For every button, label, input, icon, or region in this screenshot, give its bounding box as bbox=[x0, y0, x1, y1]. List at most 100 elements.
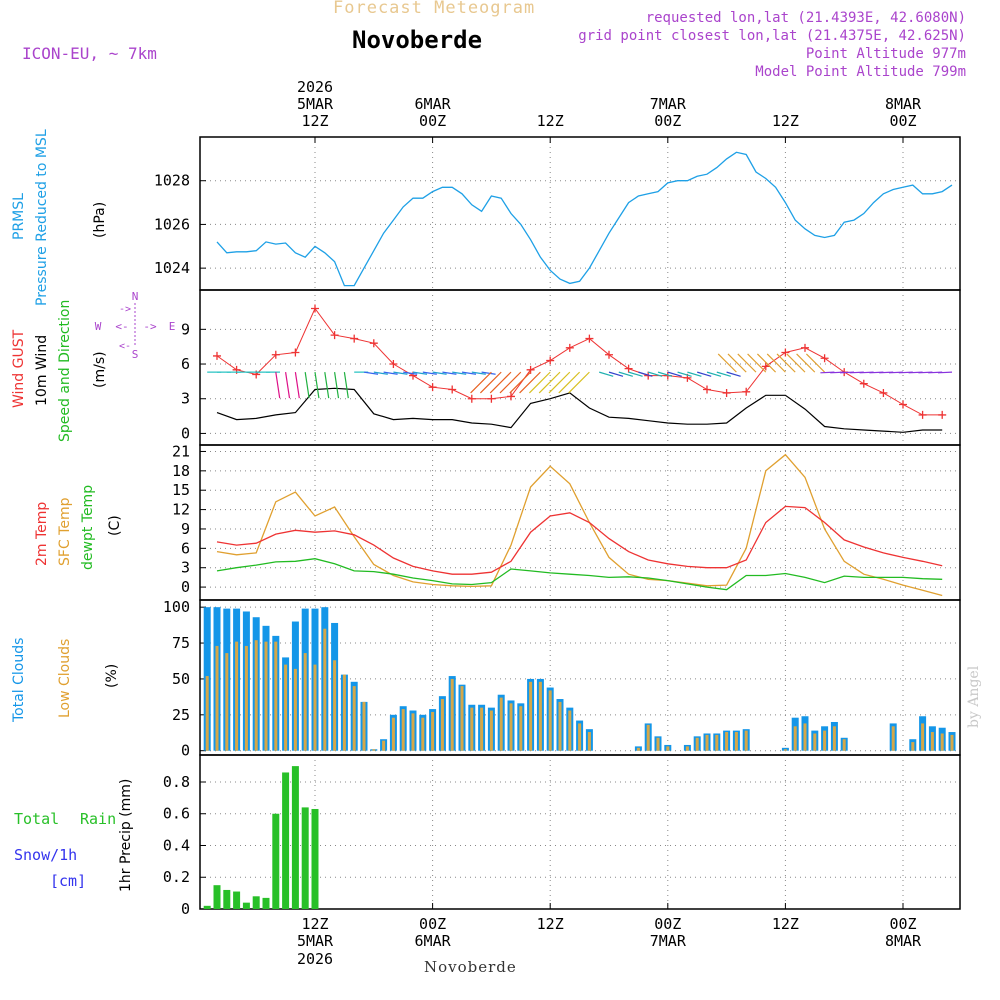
gust-marker bbox=[507, 392, 515, 401]
wind-direction-arrow bbox=[324, 372, 330, 399]
gust-marker bbox=[605, 350, 613, 359]
top-time-label-5: 00Z bbox=[889, 112, 916, 130]
low-cloud-bar bbox=[587, 732, 591, 751]
ytick-label-3-4: 100 bbox=[163, 598, 190, 616]
wind-direction-arrow bbox=[489, 371, 512, 394]
low-cloud-bar bbox=[205, 676, 209, 751]
low-cloud-bar bbox=[823, 730, 827, 751]
low-cloud-bar bbox=[391, 717, 395, 751]
rain-bar bbox=[203, 905, 211, 909]
low-cloud-bar bbox=[303, 653, 307, 751]
wind-direction-arrow bbox=[599, 371, 614, 377]
rain-bar bbox=[223, 889, 231, 909]
ytick-label-2-4: 12 bbox=[172, 501, 190, 519]
wind-direction-arrow bbox=[558, 371, 581, 394]
wind-direction-arrow bbox=[608, 371, 624, 377]
low-cloud-bar bbox=[715, 734, 719, 751]
ytick-label-2-7: 21 bbox=[172, 442, 190, 460]
gust-marker bbox=[938, 410, 947, 419]
ytick-label-4-1: 0.2 bbox=[163, 868, 190, 886]
low-cloud-bar bbox=[470, 707, 474, 751]
ytick-label-0-2: 1028 bbox=[154, 172, 190, 190]
wind-direction-arrow bbox=[285, 372, 291, 399]
snow-unit-label: [cm] bbox=[50, 872, 87, 890]
bottom-time-label-1: 00Z bbox=[419, 915, 446, 933]
wind-direction-arrow bbox=[638, 371, 653, 377]
compass-w: W bbox=[95, 320, 102, 333]
low-cloud-bar bbox=[891, 726, 895, 751]
compass-n: N bbox=[132, 290, 139, 303]
wind-direction-arrow bbox=[509, 371, 532, 394]
low-cloud-bar bbox=[254, 640, 258, 751]
bottom-time-label-3: 00Z bbox=[654, 915, 681, 933]
gust-marker bbox=[624, 364, 633, 373]
wind-direction-arrow bbox=[470, 371, 492, 394]
bottom-time-label-5: 00Z bbox=[889, 915, 916, 933]
wind-direction-arrow bbox=[747, 353, 767, 373]
top-time-label-4: 12Z bbox=[772, 112, 799, 130]
ytick-label-2-5: 15 bbox=[172, 481, 190, 499]
wind-direction-arrow bbox=[717, 353, 737, 373]
wind-direction-arrow bbox=[726, 371, 741, 377]
gust-marker bbox=[389, 360, 398, 369]
panel-frame-4 bbox=[199, 754, 961, 910]
ytick-label-1-0: 0 bbox=[181, 424, 190, 442]
compass-arrow-e: -> bbox=[143, 320, 157, 333]
wind-direction-arrow bbox=[538, 371, 561, 394]
low-cloud-bar bbox=[930, 732, 934, 751]
compass-arrow-w: <- bbox=[115, 320, 128, 333]
closest-coords: grid point closest lon,lat (21.4375E, 42… bbox=[578, 28, 966, 44]
rain-bar bbox=[213, 885, 221, 909]
wind-direction-arrow bbox=[294, 372, 300, 399]
wind-direction-arrow bbox=[677, 371, 692, 377]
bottom-year-label-0: 2026 bbox=[297, 950, 333, 968]
low-cloud-bar bbox=[666, 746, 670, 751]
low-cloud-bar bbox=[499, 697, 503, 751]
snow-label: Snow/1h bbox=[14, 846, 78, 864]
wind-direction-arrow bbox=[442, 371, 457, 375]
rain-bar bbox=[301, 807, 309, 909]
low-cloud-bar bbox=[519, 706, 523, 751]
wind-direction-arrow bbox=[452, 371, 467, 375]
low-cloud-bar bbox=[646, 724, 650, 751]
rain-bar bbox=[233, 891, 241, 909]
location-title: Novoberde bbox=[352, 26, 483, 54]
low-cloud-bar bbox=[460, 686, 464, 751]
ytick-label-3-1: 25 bbox=[172, 706, 190, 724]
gust-marker bbox=[291, 348, 300, 357]
low-cloud-bar bbox=[725, 732, 729, 751]
gust-marker bbox=[565, 343, 574, 352]
gust-marker bbox=[781, 348, 790, 357]
ytick-label-1-2: 6 bbox=[181, 355, 190, 373]
low-cloud-bar bbox=[656, 737, 660, 751]
low-cloud-bar bbox=[813, 733, 817, 751]
prmsl-line bbox=[216, 151, 953, 287]
low-cloud-bar bbox=[529, 681, 533, 751]
compass-s: S bbox=[132, 348, 139, 361]
low-cloud-bar bbox=[911, 742, 915, 751]
gust-marker bbox=[722, 388, 731, 397]
wind-direction-arrow bbox=[657, 371, 673, 377]
point-altitude: Point Altitude 977m bbox=[805, 46, 966, 62]
gust-marker bbox=[761, 362, 770, 371]
gust-marker bbox=[546, 356, 555, 365]
wind-direction-arrow bbox=[373, 371, 388, 375]
low-cloud-bar bbox=[803, 723, 807, 751]
wind-direction-arrow bbox=[334, 372, 340, 399]
panel-frame-0 bbox=[199, 136, 961, 291]
top-time-label-2: 12Z bbox=[537, 112, 564, 130]
low-cloud-bar bbox=[372, 749, 376, 751]
top-time-label-1: 00Z bbox=[419, 112, 446, 130]
compass-arrow-s: <- bbox=[119, 341, 131, 352]
wind-direction-arrow bbox=[403, 371, 418, 375]
wind-direction-arrow bbox=[648, 371, 663, 377]
rain-bar bbox=[252, 896, 260, 909]
compass-arrow-n: -> bbox=[119, 304, 131, 315]
gust-marker bbox=[213, 351, 221, 360]
ytick-label-2-2: 6 bbox=[181, 539, 190, 557]
low-cloud-bar bbox=[568, 710, 572, 751]
compass-e: E bbox=[169, 320, 176, 333]
gust-marker bbox=[487, 394, 496, 403]
wind-direction-arrow bbox=[687, 371, 702, 377]
wind-direction-arrow bbox=[628, 371, 643, 377]
